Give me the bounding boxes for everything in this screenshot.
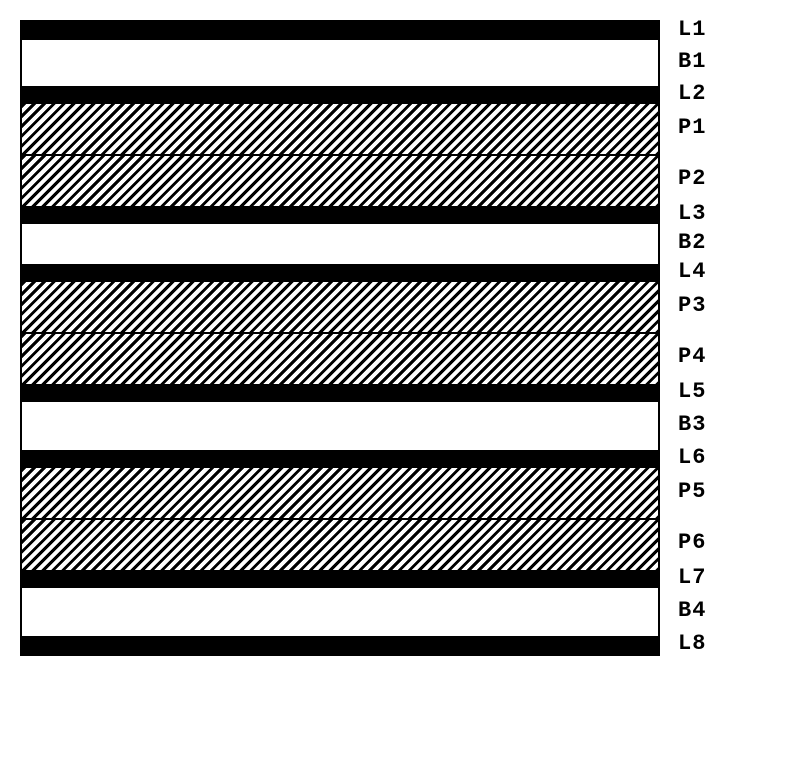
label-L7: L7 — [678, 568, 706, 586]
label-P3: P3 — [678, 280, 706, 330]
layer-L3 — [22, 206, 658, 224]
layer-B1 — [22, 40, 658, 86]
label-B3: B3 — [678, 400, 706, 448]
layer-P6 — [22, 520, 658, 570]
layer-diagram: L1B1L2P1P2L3B2L4P3P4L5B3L6P5P6L7B4L8 — [20, 20, 767, 656]
layer-B2 — [22, 224, 658, 264]
layer-B4 — [22, 588, 658, 636]
label-B4: B4 — [678, 586, 706, 634]
label-L6: L6 — [678, 448, 706, 466]
label-L1: L1 — [678, 20, 706, 38]
label-P2: P2 — [678, 152, 706, 204]
layer-L2 — [22, 86, 658, 104]
label-L2: L2 — [678, 84, 706, 102]
layer-stack — [20, 20, 660, 656]
label-P5: P5 — [678, 466, 706, 516]
label-L5: L5 — [678, 382, 706, 400]
layer-L8 — [22, 636, 658, 654]
label-B2: B2 — [678, 222, 706, 262]
label-P6: P6 — [678, 516, 706, 568]
layer-P1 — [22, 104, 658, 154]
layer-B3 — [22, 402, 658, 450]
label-B1: B1 — [678, 38, 706, 84]
label-L3: L3 — [678, 204, 706, 222]
layer-P4 — [22, 334, 658, 384]
layer-labels: L1B1L2P1P2L3B2L4P3P4L5B3L6P5P6L7B4L8 — [678, 20, 706, 652]
layer-L4 — [22, 264, 658, 282]
label-L4: L4 — [678, 262, 706, 280]
layer-P5 — [22, 468, 658, 518]
label-P1: P1 — [678, 102, 706, 152]
label-L8: L8 — [678, 634, 706, 652]
layer-L7 — [22, 570, 658, 588]
layer-L6 — [22, 450, 658, 468]
layer-L1 — [22, 22, 658, 40]
layer-P2 — [22, 156, 658, 206]
label-P4: P4 — [678, 330, 706, 382]
layer-P3 — [22, 282, 658, 332]
layer-L5 — [22, 384, 658, 402]
